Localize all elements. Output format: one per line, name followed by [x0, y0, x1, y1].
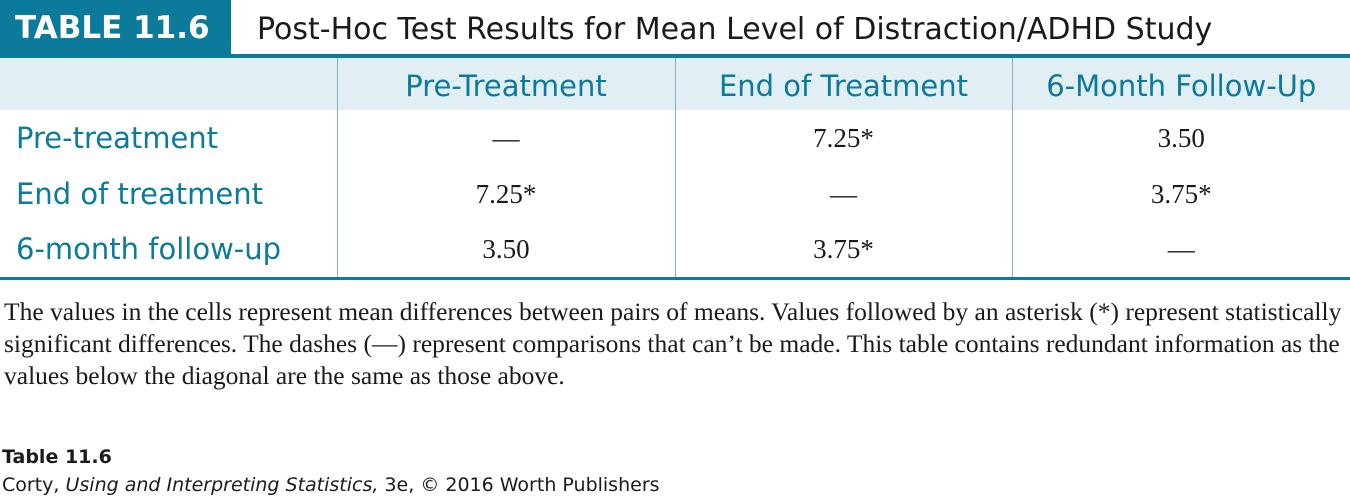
table-cell: 3.75* — [1011, 166, 1350, 222]
post-hoc-table: Pre-Treatment End of Treatment 6-Month F… — [0, 58, 1350, 280]
column-header-pre-treatment: Pre-Treatment — [336, 58, 675, 110]
header-rule — [0, 54, 1350, 58]
row-label-end-of-treatment: End of treatment — [16, 177, 263, 211]
column-header-row: Pre-Treatment End of Treatment 6-Month F… — [0, 58, 1350, 110]
table-row: Pre-treatment — 7.25* 3.50 — [0, 110, 1350, 166]
table-note: The values in the cells represent mean d… — [4, 297, 1342, 390]
table-cell: 3.75* — [674, 222, 1012, 280]
caption-author: Corty, — [2, 474, 60, 496]
table-row: End of treatment 7.25* — 3.75* — [0, 166, 1350, 222]
row-label-pre-treatment: Pre-treatment — [16, 121, 219, 155]
table-cell: 3.50 — [336, 222, 675, 280]
caption-source: Corty, Using and Interpreting Statistics… — [2, 474, 660, 496]
column-header-end-of-treatment: End of Treatment — [674, 58, 1012, 110]
row-label-6-month-follow-up: 6-month follow-up — [0, 222, 337, 280]
table-cell: 7.25* — [674, 110, 1012, 166]
table-cell: — — [1011, 222, 1350, 280]
caption-title: Table 11.6 — [2, 446, 112, 468]
column-header-6-month-follow-up: 6-Month Follow-Up — [1011, 58, 1350, 110]
caption-edition-publisher: 3e, © 2016 Worth Publishers — [384, 474, 660, 496]
table-header: TABLE 11.6 Post-Hoc Test Results for Mea… — [0, 0, 1350, 58]
table-number-label: TABLE 11.6 — [0, 0, 231, 56]
table-cell: — — [674, 166, 1012, 222]
table-row: 6-month follow-up 3.50 3.75* — — [0, 222, 1350, 280]
table-title: Post-Hoc Test Results for Mean Level of … — [257, 12, 1213, 47]
table-cell: — — [336, 110, 675, 166]
table-cell: 3.50 — [1011, 110, 1350, 166]
caption-book-title: Using and Interpreting Statistics, — [65, 474, 379, 496]
column-header-empty — [0, 58, 337, 110]
table-cell: 7.25* — [336, 166, 675, 222]
